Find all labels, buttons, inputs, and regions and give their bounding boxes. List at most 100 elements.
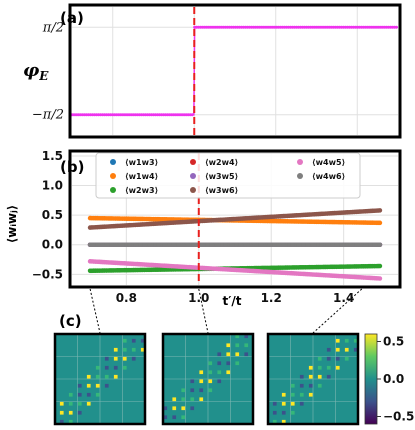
heatmap-cell <box>104 374 109 379</box>
legend-item: ⟨w3w5⟩ <box>190 172 238 181</box>
colorbar <box>364 333 378 425</box>
heatmap-matrix <box>161 332 255 426</box>
heatmap-cell <box>344 347 349 352</box>
legend-item: ⟨w2w3⟩ <box>110 186 158 195</box>
heatmap-cell <box>95 392 100 397</box>
panel-b-frame <box>68 149 402 289</box>
panel-a-series <box>70 25 398 117</box>
heatmap-cell <box>95 365 100 370</box>
heatmap-cell <box>104 383 109 388</box>
panel-b-ytick-label: −0.5 <box>32 267 63 281</box>
colorbar-ticks: 0.5 0.0 −0.5 <box>377 335 414 424</box>
legend-label: ⟨w1w4⟩ <box>125 172 158 181</box>
heatmap-cell <box>290 410 295 415</box>
heatmap-cell <box>122 338 127 343</box>
heatmap-cell <box>86 401 91 406</box>
heatmap-cell <box>326 374 331 379</box>
heatmap-cell <box>104 365 109 370</box>
panel-b-series <box>87 259 383 281</box>
legend-label: ⟨w2w3⟩ <box>125 186 158 195</box>
panel-a-frame <box>68 3 402 139</box>
heatmap-cell <box>104 356 109 361</box>
heatmap-cell <box>140 347 145 352</box>
heatmap-cell <box>181 397 186 402</box>
heatmap-cell <box>217 352 222 357</box>
panel-b-series <box>87 242 383 248</box>
legend-marker <box>297 159 303 165</box>
heatmap-cell <box>113 365 118 370</box>
panel-b-ytick-label: 1.5 <box>42 149 63 163</box>
heatmap-cell <box>59 401 64 406</box>
panel-c-matrices <box>53 332 360 426</box>
legend-label: ⟨w4w5⟩ <box>312 158 345 167</box>
heatmap-cell <box>199 370 204 375</box>
panel-c-connectors <box>89 288 363 334</box>
panel-b-xtick-label: 1.2 <box>261 291 282 305</box>
heatmap-cell <box>326 365 331 370</box>
panel-c-connector <box>89 288 101 334</box>
heatmap-cell <box>190 406 195 411</box>
panel-a-ytick-label: −π/2 <box>32 108 64 123</box>
legend-item: ⟨w3w6⟩ <box>190 186 238 195</box>
heatmap-cell <box>131 356 136 361</box>
heatmap-cell <box>181 388 186 393</box>
heatmap-cell <box>172 415 177 420</box>
heatmap-cell <box>86 392 91 397</box>
heatmap-cell <box>290 392 295 397</box>
heatmap-cell <box>226 343 231 348</box>
heatmap-cell <box>226 352 231 357</box>
heatmap-cell <box>199 397 204 402</box>
heatmap-cell <box>235 343 240 348</box>
panel-b-xtick-label: 1.4 <box>333 291 354 305</box>
heatmap-cell <box>172 397 177 402</box>
legend-label: ⟨w3w5⟩ <box>205 172 238 181</box>
heatmap-cell <box>335 356 340 361</box>
heatmap-cell <box>77 383 82 388</box>
heatmap-cell <box>281 410 286 415</box>
heatmap-cell <box>335 338 340 343</box>
heatmap-cell <box>59 410 64 415</box>
panel-b-yticks: −0.5 0.0 0.5 1.0 1.5 <box>32 149 63 281</box>
panel-a-point <box>190 113 194 117</box>
heatmap-cell <box>190 379 195 384</box>
heatmap-cell <box>308 374 313 379</box>
heatmap-cell <box>308 365 313 370</box>
heatmap-cell <box>290 401 295 406</box>
heatmap-cell <box>226 370 231 375</box>
panel-b-point <box>377 208 383 213</box>
heatmap-frame <box>53 332 147 426</box>
legend-item: ⟨w1w3⟩ <box>110 158 158 167</box>
heatmap-cell <box>163 415 168 420</box>
legend-marker <box>190 173 196 179</box>
heatmap-cell <box>353 338 358 343</box>
heatmap-cell <box>131 338 136 343</box>
heatmap-cell <box>122 356 127 361</box>
panel-b-label: (b) <box>60 158 84 176</box>
panel-b-point <box>377 220 383 226</box>
panel-b-ytick-label: 0.0 <box>42 238 63 252</box>
heatmap-cell <box>77 392 82 397</box>
panel-b-point <box>377 242 383 248</box>
colorbar-tick-label: 0.5 <box>383 335 404 349</box>
heatmap-cell <box>86 383 91 388</box>
colorbar-tick-label: 0.0 <box>383 372 404 386</box>
heatmap-cell <box>140 338 145 343</box>
legend-marker <box>190 159 196 165</box>
panel-b: ⟨w1w3⟩ ⟨w1w4⟩ ⟨w2w3⟩ ⟨w2w4⟩ ⟨w3w5⟩ ⟨w3w6⟩ ⟨w4w… <box>5 149 402 308</box>
legend-item: ⟨w1w4⟩ <box>110 172 158 181</box>
heatmap-matrix <box>53 332 147 426</box>
panel-a-ytick-label: π/2 <box>42 20 64 35</box>
panel-a-label: (a) <box>60 9 84 27</box>
legend-label: ⟨w1w3⟩ <box>125 158 158 167</box>
heatmap-cell <box>335 365 340 370</box>
heatmap-cell <box>190 397 195 402</box>
legend-label: ⟨w3w6⟩ <box>205 186 238 195</box>
heatmap-cell <box>272 410 277 415</box>
heatmap-cell <box>208 379 213 384</box>
panel-b-point <box>377 276 383 281</box>
panel-c-connector <box>312 288 363 334</box>
heatmap-cell <box>199 379 204 384</box>
heatmap-cell <box>68 392 73 397</box>
heatmap-cell <box>281 401 286 406</box>
